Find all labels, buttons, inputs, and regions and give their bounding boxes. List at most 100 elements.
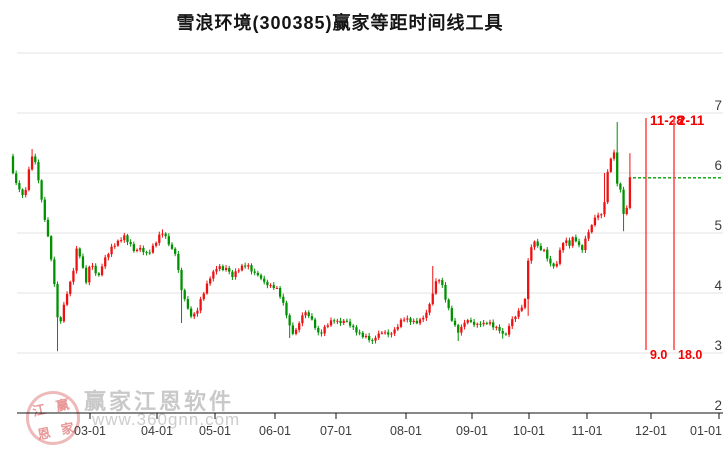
candle-body xyxy=(412,320,415,322)
y-tick-label: 2 xyxy=(714,398,722,413)
candle-body xyxy=(129,242,132,245)
candle-body xyxy=(27,169,31,190)
candle-body xyxy=(247,265,250,267)
candle-body xyxy=(88,266,91,283)
candle-body xyxy=(549,258,552,264)
candle-body xyxy=(269,285,272,287)
candle-body xyxy=(364,335,368,338)
x-tick-label: 11-01 xyxy=(571,424,602,438)
candle-body xyxy=(422,317,425,320)
candle-body xyxy=(21,189,24,196)
candle-body xyxy=(278,287,282,297)
x-tick-label: 12-01 xyxy=(635,424,667,438)
candle-body xyxy=(110,246,113,255)
candle-body xyxy=(568,240,571,246)
candle-body xyxy=(24,189,27,196)
candle-body xyxy=(231,271,234,278)
candle-body xyxy=(593,217,597,226)
candle-body xyxy=(402,319,406,321)
candle-body xyxy=(546,249,549,259)
candle-body xyxy=(326,325,329,327)
candle-body xyxy=(310,316,314,320)
candle-body xyxy=(34,156,37,163)
candle-body xyxy=(282,296,285,303)
candle-body xyxy=(250,265,253,272)
candle-body xyxy=(374,337,377,341)
candle-body xyxy=(285,302,288,316)
candle-body xyxy=(393,329,396,334)
candle-body xyxy=(609,158,612,172)
candle-body xyxy=(514,316,517,320)
candle-body xyxy=(91,265,94,267)
candle-body xyxy=(158,234,161,243)
candle-body xyxy=(56,284,59,318)
candle-body xyxy=(164,233,167,237)
candle-body xyxy=(294,329,298,334)
candle-body xyxy=(151,245,155,253)
candle-body xyxy=(84,267,88,283)
candle-body xyxy=(37,162,40,181)
candle-body xyxy=(94,265,97,274)
candle-body xyxy=(30,156,34,170)
x-tick-label: 10-01 xyxy=(513,424,545,438)
candle-body xyxy=(415,320,419,324)
candle-body xyxy=(530,247,533,261)
candle-body xyxy=(119,240,123,242)
candle-body xyxy=(377,333,380,338)
candle-body xyxy=(205,283,209,294)
candle-body xyxy=(606,171,609,203)
candle-body xyxy=(348,321,352,326)
candle-body xyxy=(466,320,469,323)
candle-body xyxy=(62,304,66,322)
candle-body xyxy=(132,244,135,251)
candle-body xyxy=(177,253,180,270)
candle-body xyxy=(555,263,558,267)
candle-body xyxy=(123,235,126,241)
candle-body xyxy=(15,173,18,184)
candle-body xyxy=(59,317,62,322)
candle-body xyxy=(263,278,266,282)
y-tick-label: 4 xyxy=(714,278,722,293)
candle-body xyxy=(482,322,485,325)
page-title: 雪浪环境(300385)赢家等距时间线工具 xyxy=(176,13,504,33)
candle-body xyxy=(552,263,555,267)
candle-body xyxy=(345,320,349,322)
candle-body xyxy=(301,315,304,324)
watermark-brand-text: 赢家江恩软件 xyxy=(84,389,235,414)
candle-body xyxy=(485,322,488,324)
candle-body xyxy=(183,290,186,300)
candle-body xyxy=(523,299,527,308)
candle-body xyxy=(399,319,403,327)
candle-body xyxy=(107,254,110,258)
candle-body xyxy=(425,312,428,318)
candle-body xyxy=(224,268,228,271)
candle-body xyxy=(587,232,590,239)
candle-body xyxy=(65,293,69,305)
candle-body xyxy=(11,156,15,174)
candle-body xyxy=(209,278,212,284)
candle-body xyxy=(116,240,120,246)
candle-body xyxy=(520,307,523,311)
candle-body xyxy=(380,332,384,334)
candle-body xyxy=(228,268,231,272)
candle-body xyxy=(539,245,543,250)
candle-body xyxy=(625,207,628,214)
candle-body xyxy=(504,333,508,335)
candle-body xyxy=(46,219,50,237)
candle-body xyxy=(336,320,339,322)
x-tick-label: 05-01 xyxy=(199,424,231,438)
candle-body xyxy=(189,308,193,317)
candle-body xyxy=(536,241,539,246)
candle-body xyxy=(275,287,279,289)
candle-body xyxy=(50,236,53,260)
timeline-date-label: 11-28 xyxy=(650,113,684,128)
y-tick-label: 5 xyxy=(714,218,722,233)
candle-body xyxy=(113,245,116,247)
candle-body xyxy=(581,245,584,250)
candle-body xyxy=(298,323,301,330)
candle-body xyxy=(431,293,434,305)
candle-body xyxy=(437,280,441,282)
candle-body xyxy=(307,312,310,317)
candle-body xyxy=(368,335,371,341)
